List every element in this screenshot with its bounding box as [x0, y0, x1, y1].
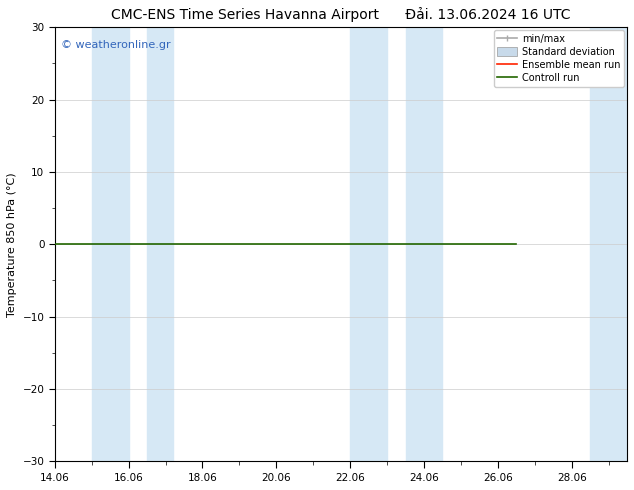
- Bar: [147, 27, 173, 461]
- Text: © weatheronline.gr: © weatheronline.gr: [60, 40, 170, 50]
- Bar: [92, 27, 129, 461]
- Bar: [406, 27, 443, 461]
- Bar: [590, 27, 627, 461]
- Title: CMC-ENS Time Series Havanna Airport      Đải. 13.06.2024 16 UTC: CMC-ENS Time Series Havanna Airport Đải.…: [111, 7, 571, 22]
- Y-axis label: Temperature 850 hPa (°C): Temperature 850 hPa (°C): [7, 172, 17, 317]
- Bar: [350, 27, 387, 461]
- Legend: min/max, Standard deviation, Ensemble mean run, Controll run: min/max, Standard deviation, Ensemble me…: [493, 30, 624, 87]
